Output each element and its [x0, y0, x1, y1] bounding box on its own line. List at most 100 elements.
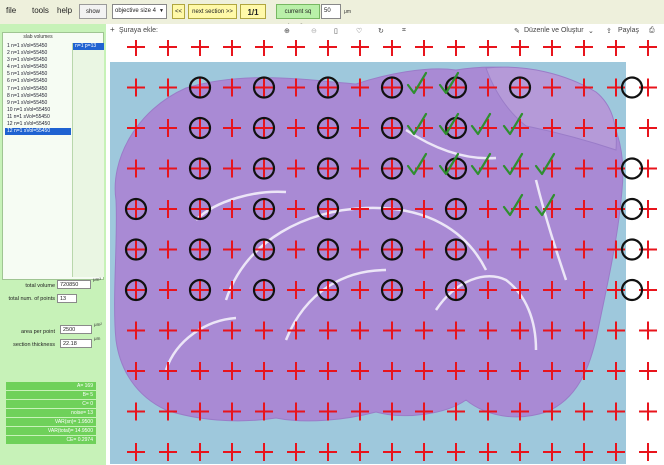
counted-point[interactable] — [380, 116, 404, 140]
heart-icon[interactable]: ♡ — [356, 28, 363, 35]
counted-point[interactable] — [252, 278, 276, 302]
total-points-input[interactable]: 13 — [57, 294, 77, 303]
zoom-out-icon[interactable]: ⊖ — [311, 28, 317, 35]
menu-tools[interactable]: tools — [32, 6, 49, 15]
menu-help[interactable]: help — [57, 6, 73, 15]
slab-volumes-title: slab volumes — [23, 34, 53, 40]
counted-point[interactable] — [124, 197, 148, 221]
counted-point[interactable] — [444, 238, 468, 261]
prev-section-button[interactable]: << — [172, 4, 185, 19]
counted-point[interactable] — [444, 197, 468, 221]
check-mark-icon[interactable] — [406, 152, 428, 176]
slab-list-item[interactable]: 10 n=1 sVol=55450 — [7, 106, 51, 113]
draw-icon[interactable]: ✎ — [514, 28, 520, 35]
counted-point[interactable] — [316, 76, 340, 99]
slab-list-item[interactable]: 12 n=1 sVol=55450 — [5, 128, 71, 136]
fit-page-icon[interactable]: ▯ — [334, 28, 338, 35]
add-icon[interactable]: + — [110, 25, 115, 34]
check-mark-icon[interactable] — [534, 152, 556, 176]
counted-point[interactable] — [252, 238, 276, 261]
current-length-label: current sq length= — [276, 4, 320, 30]
slab-volume-list[interactable]: 1 n=1 sVol=55450 2 n=1 sVol=55450 3 n=1 sV… — [5, 43, 71, 136]
length-unit: μm — [344, 9, 352, 15]
counted-point[interactable] — [188, 157, 212, 180]
counted-point[interactable] — [620, 157, 644, 180]
current-length-input[interactable]: 50 — [321, 4, 341, 19]
counted-point[interactable] — [316, 238, 340, 261]
counted-point[interactable] — [188, 116, 212, 140]
objective-value: objective size 4 — [115, 8, 157, 14]
check-mark-icon[interactable] — [470, 152, 492, 176]
counted-point[interactable] — [188, 76, 212, 99]
slab-list-item[interactable]: 2 n=1 sVol=55450 — [7, 50, 48, 57]
show-button[interactable]: show — [79, 4, 107, 19]
counted-point[interactable] — [252, 157, 276, 180]
zoom-in-icon[interactable]: ⊕ — [284, 28, 290, 35]
check-mark-icon[interactable] — [406, 112, 428, 136]
counted-point[interactable] — [188, 278, 212, 302]
slab-list-item[interactable]: 1 n=1 sVol=55450 — [7, 43, 48, 49]
counted-point[interactable] — [380, 76, 404, 99]
check-mark-icon[interactable] — [502, 112, 524, 136]
counted-point[interactable] — [620, 278, 644, 302]
slab-list-item[interactable]: 11 n=1 sVol=55450 — [7, 113, 50, 120]
check-mark-icon[interactable] — [502, 193, 524, 217]
total-volume-input[interactable]: 720850 — [57, 280, 91, 289]
slab-list-item[interactable]: 5 n=1 sVol=55450 — [7, 71, 48, 78]
counted-point[interactable] — [380, 278, 404, 302]
check-mark-icon[interactable] — [438, 71, 460, 95]
counted-point[interactable] — [252, 76, 276, 99]
counted-point[interactable] — [188, 238, 212, 261]
objective-select[interactable]: objective size 4 ▼ — [112, 4, 167, 19]
counted-point[interactable] — [124, 278, 148, 302]
share-icon[interactable]: ⇪ — [606, 28, 612, 35]
counted-point[interactable] — [124, 238, 148, 261]
section-viewer[interactable] — [106, 40, 664, 465]
share-button[interactable]: Paylaş — [618, 27, 640, 34]
slab-list-item[interactable]: 8 n=1 sVol=55450 — [7, 92, 48, 99]
crop-icon[interactable]: ⌗ — [402, 27, 406, 34]
next-section-button[interactable]: next section >> — [188, 4, 237, 19]
counted-point[interactable] — [316, 197, 340, 221]
counted-point[interactable] — [620, 197, 644, 221]
counted-point[interactable] — [252, 116, 276, 140]
counted-point[interactable] — [508, 76, 532, 99]
edit-button[interactable]: Düzenle ve Oluştur — [524, 27, 584, 34]
print-icon[interactable]: ⎙ — [649, 27, 655, 34]
counted-point[interactable] — [444, 278, 468, 302]
slab-list-item[interactable]: 4 n=1 sVol=55450 — [7, 64, 48, 71]
counted-point[interactable] — [316, 157, 340, 180]
chevron-down-icon[interactable]: ⌄ — [588, 28, 594, 35]
slab-point-list[interactable]: n=1 p=13 — [72, 43, 104, 277]
total-points-label: total num. of points — [8, 296, 55, 302]
slab-list-item[interactable]: 9 n=1 sVol=55450 — [7, 99, 48, 106]
check-mark-icon[interactable] — [470, 112, 492, 136]
menu-file[interactable]: file — [6, 6, 17, 15]
slab-list-item[interactable]: 7 n=1 sVol=55450 — [7, 85, 48, 92]
check-mark-icon[interactable] — [534, 193, 556, 217]
area-per-point-input[interactable]: 2500 — [60, 325, 92, 334]
counted-point[interactable] — [380, 238, 404, 261]
check-mark-icon[interactable] — [438, 112, 460, 136]
stereology-overlay[interactable] — [106, 40, 664, 465]
counted-point[interactable] — [620, 76, 644, 99]
counted-point[interactable] — [252, 197, 276, 221]
top-toolbar: file tools help show objective size 4 ▼ … — [0, 0, 664, 30]
counted-point[interactable] — [380, 197, 404, 221]
slab-list-item[interactable]: 6 n=1 sVol=55450 — [7, 78, 48, 85]
annotate-label[interactable]: Şuraya ekle: — [119, 27, 158, 34]
counted-point[interactable] — [380, 157, 404, 180]
slab-list-item[interactable]: 3 n=1 sVol=55450 — [7, 57, 48, 64]
point-list-item[interactable]: n=1 p=13 — [73, 43, 104, 51]
counted-point[interactable] — [316, 116, 340, 140]
rotate-icon[interactable]: ↻ — [378, 28, 384, 35]
check-mark-icon[interactable] — [438, 152, 460, 176]
check-mark-icon[interactable] — [502, 152, 524, 176]
result-row: CE= 0.2974 — [6, 436, 96, 444]
slab-list-item[interactable]: 12 n=1 sVol=55450 — [7, 121, 51, 128]
check-mark-icon[interactable] — [406, 71, 428, 95]
counted-point[interactable] — [620, 238, 644, 261]
counted-point[interactable] — [316, 278, 340, 302]
counted-point[interactable] — [188, 197, 212, 221]
section-thickness-input[interactable]: 22.18 — [60, 339, 92, 348]
